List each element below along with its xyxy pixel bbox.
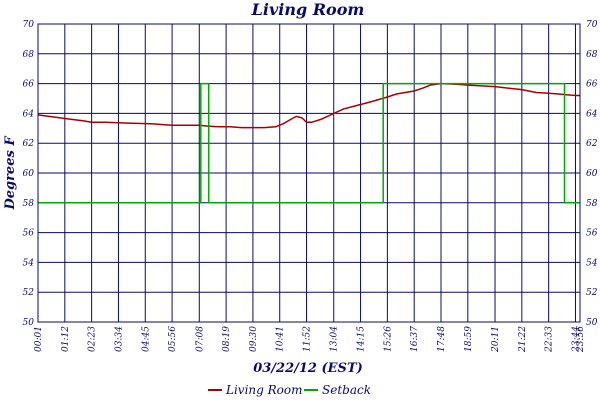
y-tick-labels-left: 50 52 54 56 58 60 62 64 66 68 70 (23, 20, 35, 328)
series-line-living-room (37, 82, 580, 129)
x-tick-label: 13:04 (330, 326, 340, 352)
y-tick-label-right: 50 (586, 318, 598, 328)
y-tick-label-right: 70 (586, 20, 598, 30)
y-tick-label: 68 (23, 50, 35, 60)
y-tick-label-right: 58 (586, 199, 598, 209)
chart-title: Living Room (251, 0, 365, 19)
x-tick-label: 18:59 (464, 326, 474, 352)
x-tick-label: 15:26 (383, 326, 393, 352)
x-tick-label: 00:01 (34, 326, 44, 352)
x-tick-label: 03:34 (114, 326, 124, 352)
y-tick-label-right: 66 (586, 80, 598, 90)
x-tick-label: 07:08 (195, 326, 205, 352)
y-tick-label: 58 (23, 199, 35, 209)
x-tick-label: 20:11 (491, 326, 501, 353)
series-layer (37, 82, 580, 204)
x-tick-label: 14:15 (357, 326, 367, 352)
y-tick-label-right: 64 (586, 109, 598, 119)
x-tick-label: 22:33 (545, 326, 555, 353)
x-tick-label: 04:45 (141, 326, 151, 352)
x-tick-label: 17:48 (437, 326, 447, 352)
y-tick-label-right: 60 (586, 169, 598, 179)
y-tick-label-right: 54 (586, 258, 598, 268)
y-tick-label: 62 (23, 139, 35, 149)
x-tick-label: 11:52 (303, 326, 313, 352)
x-tick-labels: 00:01 01:12 02:23 03:34 04:45 05:56 07:08 08:19… (34, 326, 586, 353)
y-tick-labels-right: 50 52 54 56 58 60 62 64 66 68 70 (586, 20, 598, 328)
x-axis-title: 03/22/12 (EST) (253, 361, 363, 376)
x-tick-label: 01:12 (61, 326, 71, 352)
y-tick-label: 54 (23, 258, 35, 268)
y-tick-label: 70 (23, 20, 35, 30)
y-tick-label: 66 (23, 80, 35, 90)
y-tick-label: 60 (23, 169, 35, 179)
y-tick-label-right: 52 (586, 288, 598, 298)
x-tick-label: 21:22 (518, 326, 528, 353)
x-tick-label: 23:44 (571, 326, 581, 353)
x-tick-label: 05:56 (168, 326, 178, 352)
y-tick-label-right: 62 (586, 139, 598, 149)
y-tick-label: 64 (23, 109, 35, 119)
x-tick-label: 16:37 (410, 326, 420, 352)
x-tick-label: 23:56 (576, 326, 586, 353)
y-axis-title: Degrees F (3, 136, 18, 211)
series-line-setback (38, 82, 580, 204)
grid (37, 23, 581, 323)
x-tick-label: 08:19 (222, 326, 232, 352)
legend-label-setback: Setback (322, 383, 371, 397)
y-tick-label-right: 56 (586, 229, 598, 239)
x-tick-label: 10:41 (276, 326, 286, 352)
y-tick-label: 52 (23, 288, 35, 298)
y-tick-label-right: 68 (586, 50, 598, 60)
x-tick-label: 02:23 (88, 326, 98, 352)
x-tick-label: 09:30 (249, 326, 259, 352)
plot-frame (37, 23, 581, 323)
y-tick-label: 56 (23, 229, 35, 239)
legend-label-living-room: Living Room (225, 383, 303, 397)
legend: Living Room Setback (208, 383, 371, 397)
y-tick-label: 50 (23, 318, 35, 328)
